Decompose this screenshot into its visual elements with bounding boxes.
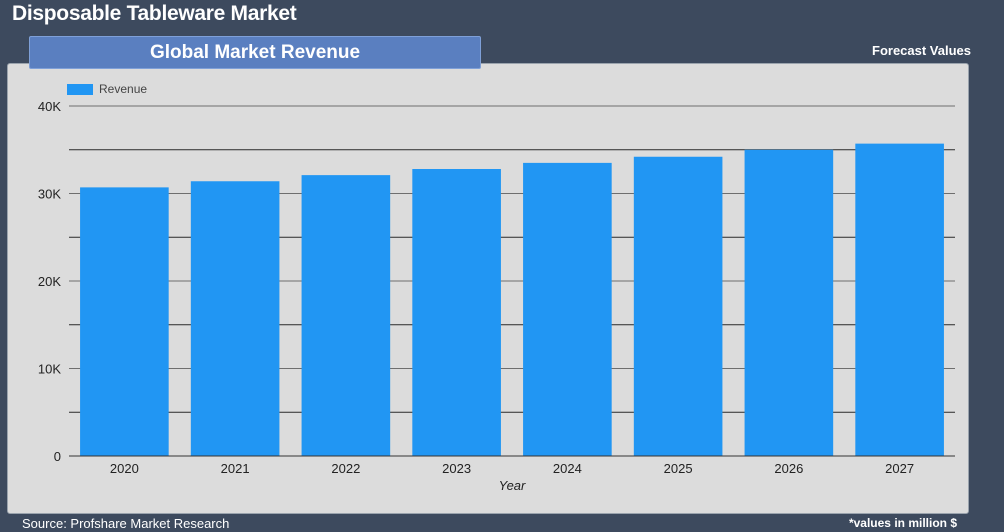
x-tick-label: 2025 xyxy=(664,461,693,476)
bar-2020 xyxy=(80,187,169,456)
x-tick-label: 2020 xyxy=(110,461,139,476)
legend-swatch xyxy=(67,83,93,95)
forecast-label: Forecast Values xyxy=(872,43,971,58)
y-tick-label: 10K xyxy=(38,362,61,377)
bar-2026 xyxy=(744,149,834,456)
y-tick-label: 0 xyxy=(54,449,61,464)
x-tick-label: 2024 xyxy=(553,461,582,476)
x-tick-label: 2027 xyxy=(885,461,914,476)
x-tick-label: 2021 xyxy=(221,461,250,476)
bar-2025 xyxy=(633,156,723,456)
axes: 0 10K 20K 30K 40K 2020 2021 2022 2023 2024 2025 202… xyxy=(38,99,955,476)
bar-2021 xyxy=(190,181,280,456)
bar-2024 xyxy=(523,162,612,456)
bars xyxy=(80,143,944,456)
legend-label: Revenue xyxy=(99,82,148,96)
bar-2023 xyxy=(412,169,501,456)
x-axis-title: Year xyxy=(499,478,526,493)
page-title: Disposable Tableware Market xyxy=(12,2,297,25)
source-label: Source: Profshare Market Research xyxy=(22,516,230,531)
units-note: *values in million $ xyxy=(848,516,957,530)
x-tick-label: 2022 xyxy=(331,461,360,476)
y-tick-label: 30K xyxy=(38,187,61,202)
bar-2022 xyxy=(301,175,391,456)
legend: Revenue xyxy=(67,82,147,96)
y-tick-label: 40K xyxy=(38,99,61,114)
y-tick-label: 20K xyxy=(38,274,61,289)
x-tick-label: 2023 xyxy=(442,461,471,476)
x-tick-label: 2026 xyxy=(774,461,803,476)
bar-2027 xyxy=(855,143,944,456)
chart-title-banner: Global Market Revenue xyxy=(29,36,481,69)
